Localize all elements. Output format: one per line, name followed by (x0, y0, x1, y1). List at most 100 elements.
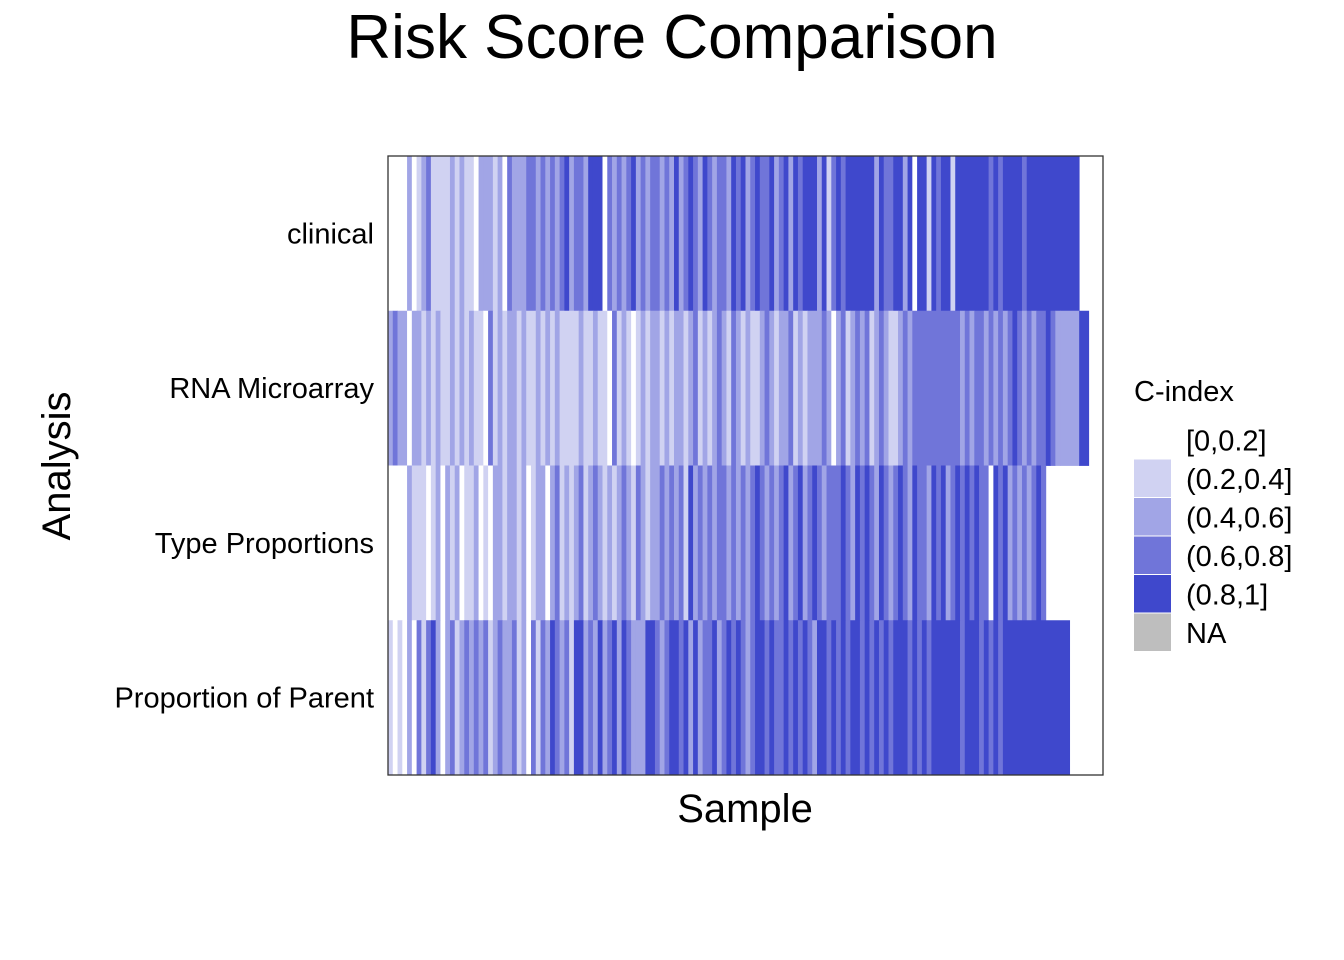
heatmap-cell (1007, 465, 1013, 621)
heatmap-cell (607, 465, 613, 621)
heatmap-cell (597, 465, 603, 621)
heatmap-cell (864, 465, 870, 621)
heatmap-cell (578, 465, 584, 621)
heatmap-cell (426, 156, 432, 312)
heatmap-cell (588, 156, 594, 312)
heatmap-cell (559, 156, 565, 312)
heatmap-cell (783, 156, 789, 312)
heatmap-cell (883, 310, 889, 466)
heatmap-cell (464, 156, 475, 312)
heatmap-cell (940, 465, 947, 621)
heatmap-cell (459, 620, 465, 776)
x-axis-title: Sample (677, 787, 813, 831)
heatmap-cell (926, 620, 932, 776)
heatmap-cell (440, 620, 446, 776)
heatmap-cell (659, 156, 665, 312)
heatmap-cell (569, 465, 575, 621)
heatmap-cell (635, 310, 642, 466)
heatmap-cell (449, 465, 456, 621)
heatmap-cell (1060, 310, 1080, 466)
heatmap-cell (1036, 310, 1047, 466)
row-label: clinical (287, 218, 374, 250)
heatmap-cell (740, 310, 746, 466)
heatmap-cell (607, 310, 613, 466)
heatmap-cell (650, 310, 661, 466)
heatmap-cell (430, 310, 437, 466)
heatmap-cell (430, 620, 437, 776)
heatmap-cell (940, 156, 951, 312)
heatmap-cell (960, 310, 966, 466)
heatmap-cell (588, 465, 594, 621)
heatmap-cell (631, 156, 637, 312)
heatmap-cell (893, 620, 908, 776)
heatmap-cell (1012, 465, 1018, 621)
heatmap-cell (1026, 310, 1032, 466)
heatmap-cell (540, 310, 546, 466)
heatmap-cell (688, 465, 694, 621)
heatmap-cell (659, 465, 665, 621)
heatmap-cell (921, 620, 928, 776)
heatmap-cell (497, 310, 503, 466)
heatmap-cell (473, 156, 479, 312)
heatmap-cell (716, 310, 723, 466)
heatmap-cell (769, 156, 775, 312)
legend-label: (0.4,0.6] (1186, 502, 1292, 534)
heatmap-cell (669, 620, 680, 776)
heatmap-cell (526, 465, 532, 621)
heatmap-cell (573, 156, 584, 312)
heatmap-cell (807, 310, 823, 466)
heatmap-cell (740, 620, 746, 776)
heatmap-cell (979, 620, 985, 776)
heatmap-cell (1050, 310, 1056, 466)
heatmap-cell (1021, 310, 1028, 466)
heatmap-cell (964, 620, 980, 776)
heatmap-cell (917, 620, 923, 776)
heatmap-cell (659, 620, 665, 776)
heatmap-cell (621, 156, 627, 312)
heatmap-cell (583, 465, 589, 621)
legend-title: C-index (1134, 376, 1234, 408)
legend-swatch (1134, 613, 1171, 651)
heatmap-cell (716, 156, 727, 312)
heatmap-cell (1002, 465, 1009, 621)
heatmap-cell (993, 620, 999, 776)
heatmap-cell (907, 156, 913, 312)
heatmap-cell (650, 156, 661, 312)
heatmap-cell (745, 310, 751, 466)
heatmap-cell (750, 310, 761, 466)
heatmap-cell (559, 310, 580, 466)
heatmap-cell (693, 620, 699, 776)
heatmap-cell (1031, 156, 1080, 312)
heatmap-cell (635, 620, 646, 776)
heatmap-cell (955, 465, 961, 621)
legend-swatch (1134, 498, 1171, 536)
heatmap-cell (998, 156, 1004, 312)
heatmap-cell (521, 310, 527, 466)
heatmap-cell (674, 310, 684, 466)
heatmap-cell (502, 620, 513, 776)
heatmap-cell (893, 465, 899, 621)
heatmap-cell (597, 620, 603, 776)
heatmap-cell (998, 620, 1004, 776)
heatmap-cell (550, 156, 556, 312)
heatmap-cell (960, 620, 966, 776)
heatmap-cell (702, 620, 713, 776)
heatmap-cell (755, 465, 761, 621)
heatmap-cell (478, 156, 484, 312)
heatmap-cell (783, 465, 789, 621)
heatmap-cell (669, 156, 675, 312)
heatmap-cell (492, 156, 499, 312)
heatmap-cell (459, 465, 465, 621)
heatmap-cell (473, 465, 479, 621)
heatmap-cell (411, 156, 417, 312)
heatmap-cell (731, 620, 737, 776)
heatmap-cell (612, 620, 618, 776)
heatmap-cell (397, 156, 403, 312)
heatmap-cell (454, 156, 460, 312)
heatmap-cell (550, 620, 556, 776)
heatmap-cell (416, 156, 422, 312)
heatmap-cell (826, 465, 832, 621)
heatmap-cell (688, 156, 694, 312)
heatmap-cell (535, 310, 541, 466)
row-label: RNA Microarray (169, 373, 374, 405)
